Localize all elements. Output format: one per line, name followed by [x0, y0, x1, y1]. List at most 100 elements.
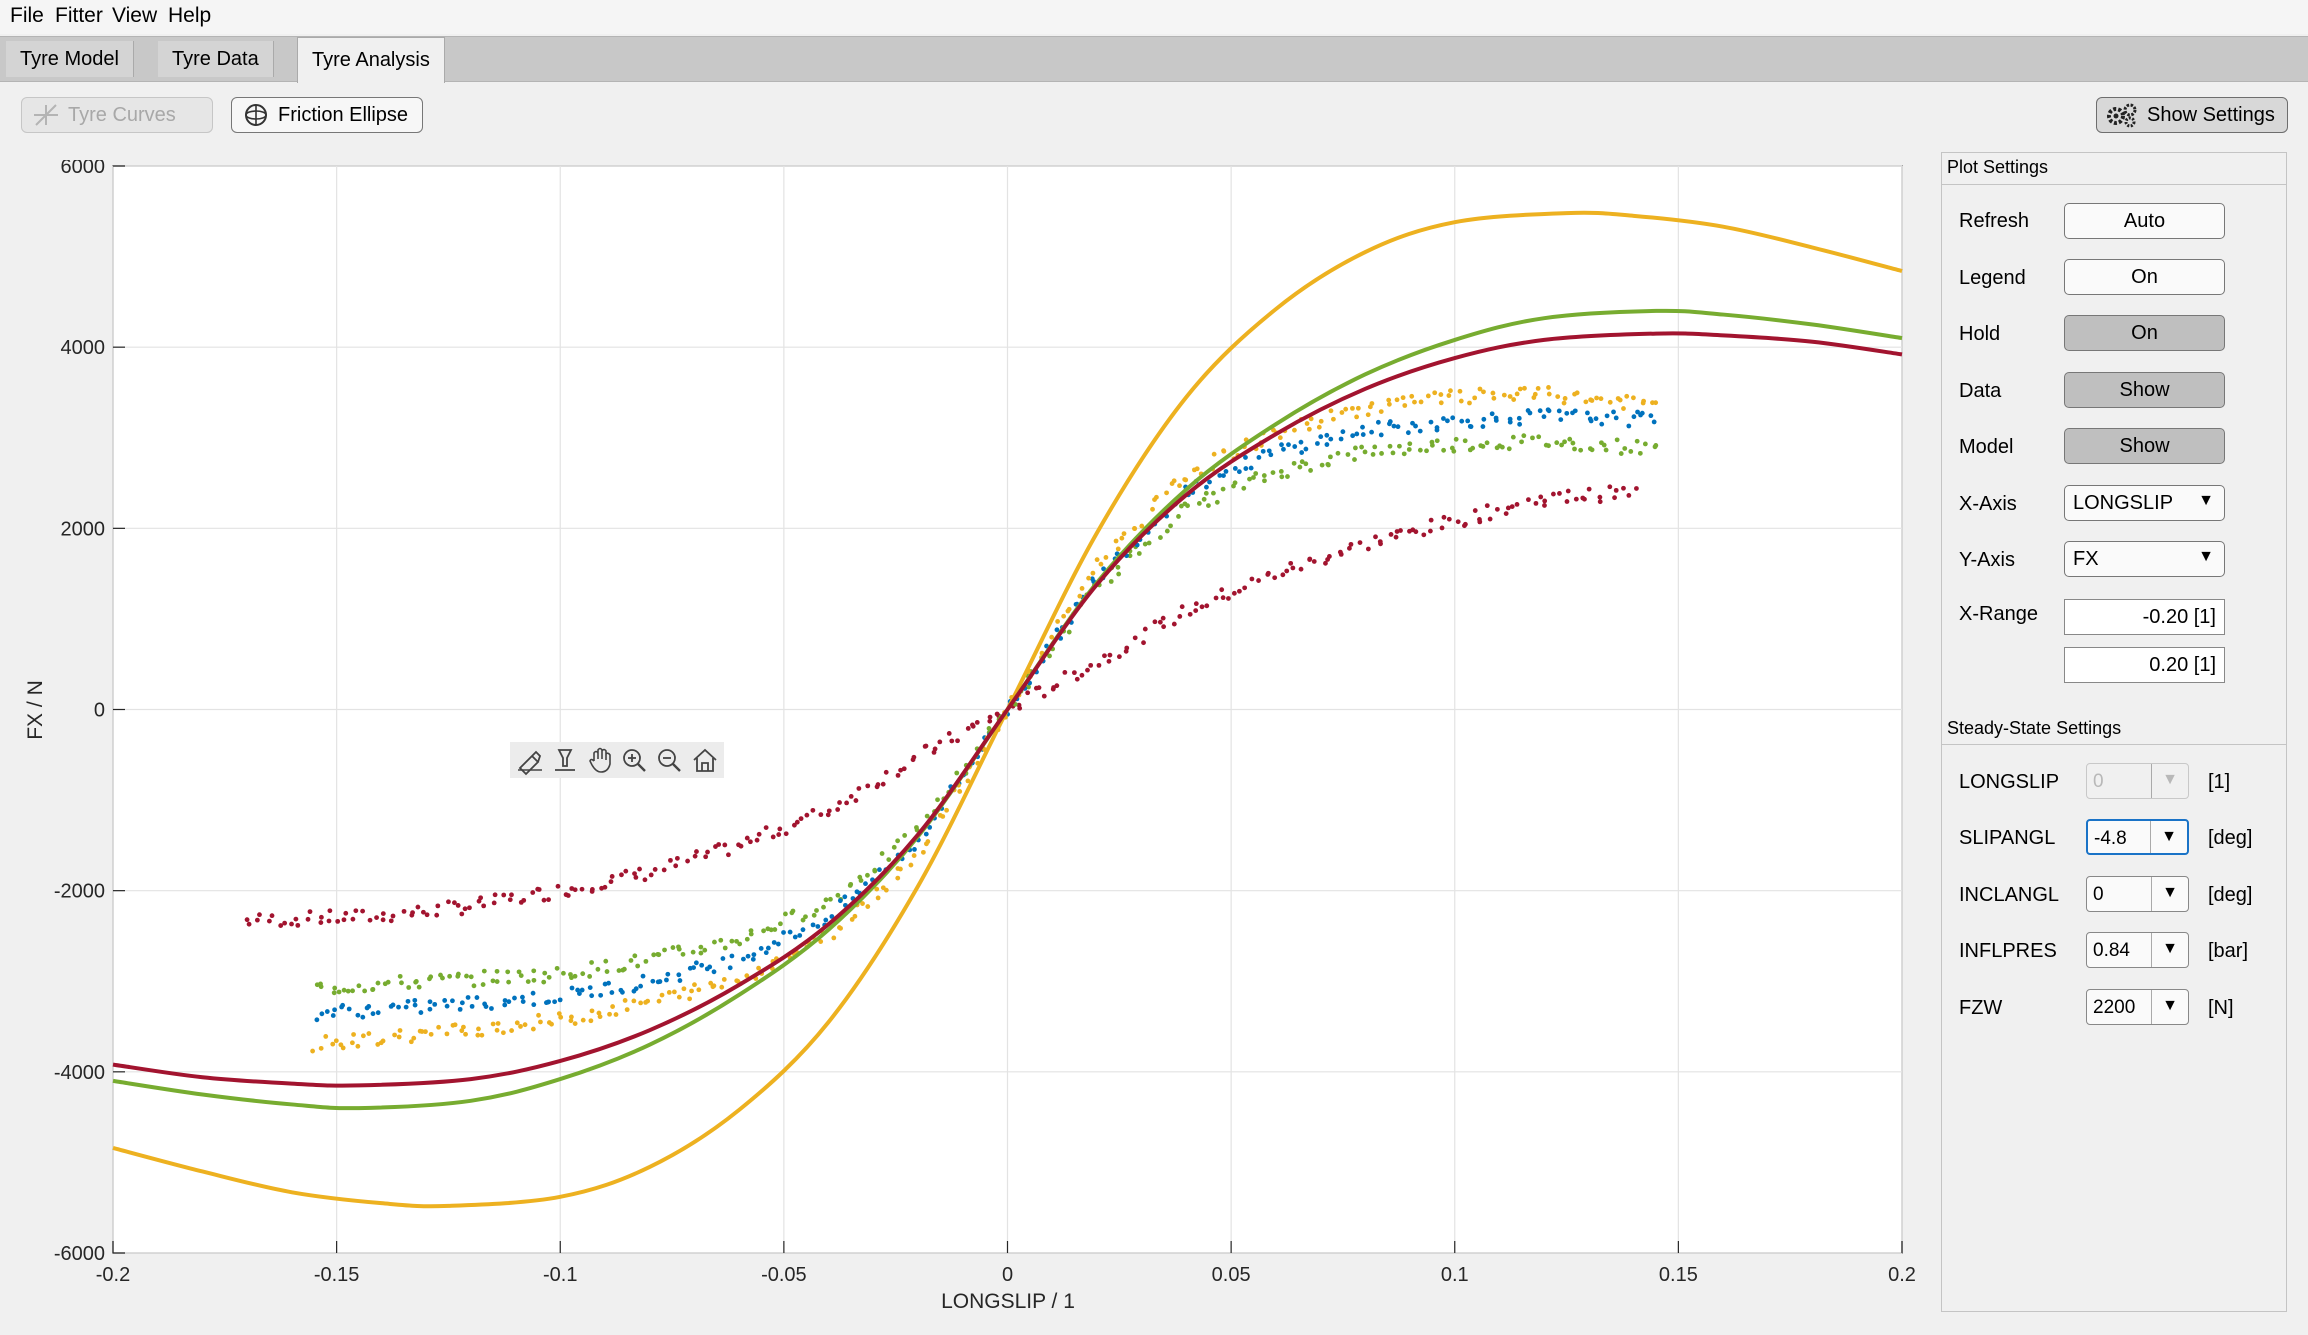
menu-help[interactable]: Help: [168, 4, 212, 27]
show-settings-button[interactable]: Show Settings: [2096, 97, 2288, 133]
data-point: [531, 1002, 537, 1008]
data-point: [1393, 534, 1399, 540]
data-point: [946, 731, 952, 736]
zoom-in-icon[interactable]: [623, 749, 646, 772]
hold-toggle[interactable]: On: [2064, 315, 2225, 351]
data-point: [474, 995, 480, 1000]
data-point: [459, 1000, 465, 1006]
data-point: [1360, 424, 1365, 430]
x-tick-label: -0.15: [314, 1264, 360, 1286]
data-point: [502, 998, 508, 1003]
data-point: [478, 895, 484, 901]
tyre-plot-svg[interactable]: -0.2 -0.15 -0.1 -0.05 0 0.05 0.1 0.15 0.2 6000 400…: [0, 156, 1930, 1330]
data-point: [1484, 503, 1490, 509]
data-point: [1550, 491, 1556, 497]
x-axis-dropdown[interactable]: LONGSLIP ▼: [2064, 485, 2225, 521]
data-point: [432, 1001, 438, 1007]
data-point: [744, 936, 750, 942]
data-point: [986, 726, 992, 731]
data-point: [1328, 436, 1334, 442]
data-point: [1271, 427, 1276, 433]
data-point: [1407, 441, 1413, 447]
data-point: [408, 1039, 414, 1045]
pan-hand-icon[interactable]: [589, 747, 611, 773]
data-point: [520, 994, 525, 1000]
data-point: [727, 965, 733, 971]
tab-tyre-data[interactable]: Tyre Data: [158, 41, 274, 77]
data-point: [1261, 473, 1267, 478]
data-point: [1533, 500, 1539, 506]
data-point: [1521, 433, 1527, 439]
brush-icon[interactable]: [518, 750, 542, 776]
data-point: [1090, 570, 1096, 576]
show-settings-label: Show Settings: [2147, 103, 2275, 126]
data-point: [1328, 408, 1334, 414]
inflpres-dropdown[interactable]: 0.84 ▼: [2086, 932, 2189, 968]
data-point: [1187, 611, 1193, 617]
data-point: [1297, 464, 1303, 470]
data-point: [549, 1021, 554, 1027]
data-point: [427, 1006, 433, 1012]
tyre-plot[interactable]: -0.2 -0.15 -0.1 -0.05 0 0.05 0.1 0.15 0.2 6000 400…: [0, 156, 1930, 1330]
data-point: [1103, 555, 1109, 560]
y-axis-dropdown[interactable]: FX ▼: [2064, 541, 2225, 577]
x-range-min-field[interactable]: -0.20 [1]: [2064, 599, 2225, 635]
data-point: [875, 782, 881, 787]
data-point: [622, 998, 628, 1003]
data-point: [416, 984, 422, 990]
data-point: [318, 1045, 324, 1051]
longslip-dropdown[interactable]: 0 ▼: [2086, 763, 2189, 799]
data-point: [1116, 571, 1122, 577]
x-axis-setting-label: X-Axis: [1959, 493, 2017, 515]
model-toggle[interactable]: Show: [2064, 428, 2225, 464]
data-point: [1127, 553, 1133, 559]
data-point: [698, 950, 704, 956]
data-tips-icon[interactable]: [555, 749, 575, 771]
data-point: [518, 899, 524, 905]
data-point: [341, 917, 347, 923]
longslip-value: 0: [2093, 771, 2104, 792]
data-point: [645, 998, 651, 1004]
refresh-button[interactable]: Auto: [2064, 203, 2225, 239]
data-point: [1177, 483, 1182, 489]
fzw-dropdown[interactable]: 2200 ▼: [2086, 989, 2189, 1025]
data-toggle[interactable]: Show: [2064, 372, 2225, 408]
inflpres-unit: [bar]: [2208, 940, 2249, 962]
data-point: [1604, 413, 1610, 419]
slipangl-dropdown[interactable]: -4.8 ▼: [2086, 819, 2189, 855]
data-point: [589, 889, 595, 894]
legend-toggle[interactable]: On: [2064, 259, 2225, 295]
menu-fitter[interactable]: Fitter: [55, 4, 103, 27]
data-point: [1527, 410, 1533, 416]
data-point: [1509, 504, 1515, 510]
inclangl-label: INCLANGL: [1959, 884, 2060, 906]
data-point: [318, 920, 324, 925]
data-point: [1562, 439, 1567, 445]
data-point: [1565, 488, 1571, 494]
tyre-curves-button[interactable]: Tyre Curves: [21, 97, 213, 133]
data-point: [602, 981, 608, 987]
data-point: [1598, 396, 1604, 402]
data-point: [323, 1034, 329, 1039]
tab-tyre-model[interactable]: Tyre Model: [6, 41, 134, 77]
home-icon[interactable]: [693, 748, 717, 772]
data-point: [502, 1002, 508, 1008]
friction-ellipse-button[interactable]: Friction Ellipse: [231, 97, 423, 133]
friction-ellipse-label: Friction Ellipse: [278, 103, 409, 126]
data-point: [346, 1006, 352, 1012]
data-point: [1634, 438, 1640, 444]
tab-tyre-analysis[interactable]: Tyre Analysis: [297, 37, 445, 83]
data-point: [1465, 418, 1471, 424]
data-point: [691, 965, 696, 971]
inclangl-dropdown[interactable]: 0 ▼: [2086, 876, 2189, 912]
data-point: [1098, 561, 1104, 567]
zoom-out-icon[interactable]: [658, 749, 681, 772]
data-point: [1326, 554, 1332, 559]
data-point: [772, 927, 778, 932]
data-point: [1484, 440, 1490, 446]
model-label: Model: [1959, 436, 2014, 458]
menu-view[interactable]: View: [112, 4, 158, 27]
menu-file[interactable]: File: [10, 4, 44, 27]
x-range-max-field[interactable]: 0.20 [1]: [2064, 647, 2225, 683]
data-point: [1369, 401, 1375, 406]
